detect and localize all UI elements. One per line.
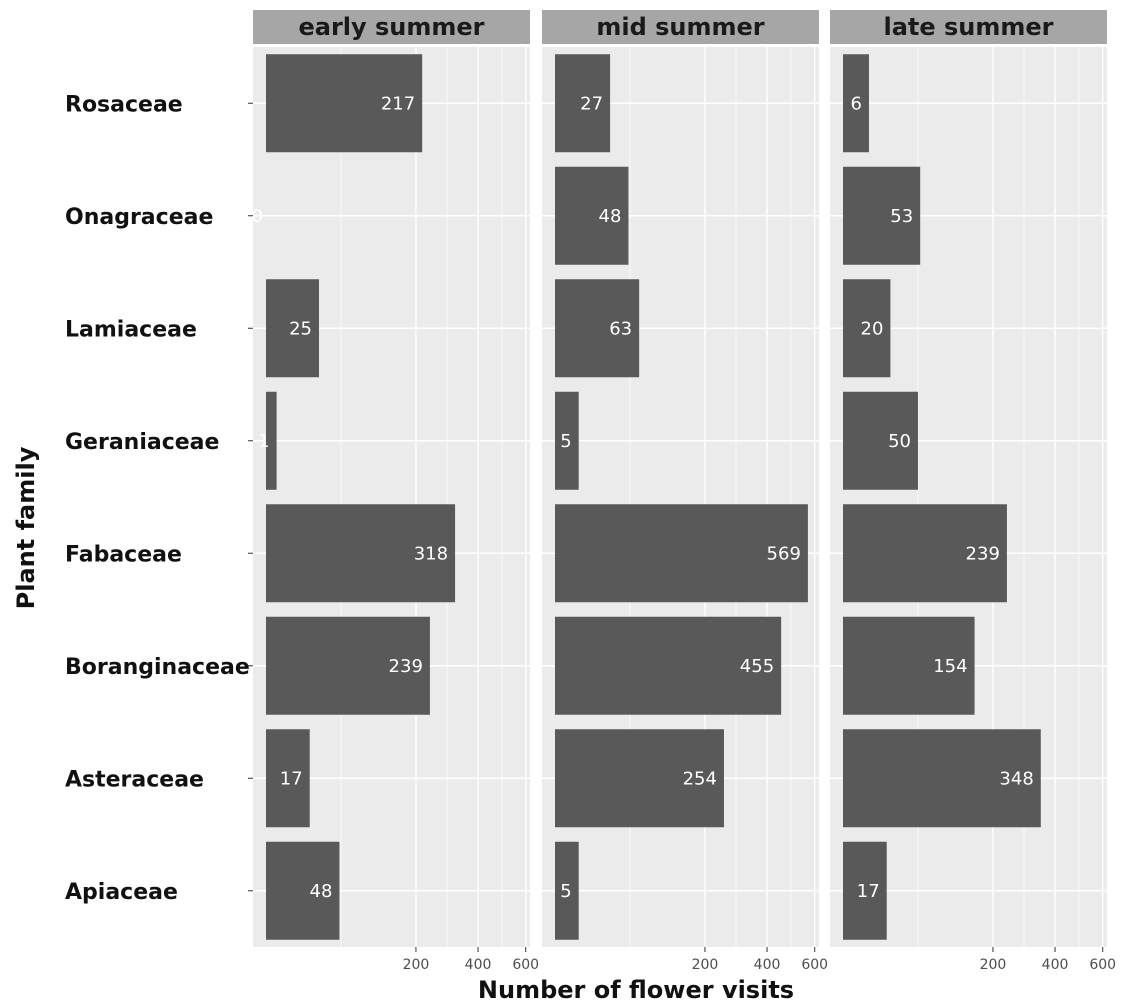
- bar-value-label: 254: [683, 768, 717, 789]
- facet-strip-label: early summer: [298, 13, 484, 41]
- bar: [843, 166, 921, 265]
- bar: [555, 166, 629, 265]
- bar-value-label: 569: [767, 543, 801, 564]
- facet-strip: [253, 10, 530, 44]
- bar-value-label: 154: [933, 656, 967, 677]
- bar-value-label: 217: [381, 93, 415, 114]
- category-label: Rosaceae: [65, 92, 183, 117]
- category-label: Geraniaceae: [65, 430, 219, 455]
- bar: [266, 616, 430, 715]
- bar: [266, 54, 423, 153]
- bar-value-label: 318: [414, 543, 448, 564]
- x-tick-label: 400: [754, 957, 781, 973]
- category-labels: Rosaceae Onagraceae Lamiaceae Geraniaceae Fa…: [65, 92, 253, 905]
- bar: [843, 391, 918, 490]
- bar: [843, 54, 869, 153]
- x-tick-label: 400: [1042, 957, 1069, 973]
- bar-value-label: 239: [966, 543, 1000, 564]
- bar: [843, 729, 1041, 828]
- x-tick-label: 400: [465, 957, 492, 973]
- bar-value-label: 53: [890, 206, 913, 227]
- bar: [843, 504, 1007, 603]
- x-tick-label: 600: [1089, 957, 1116, 973]
- bar-value-label: 17: [857, 881, 880, 902]
- category-label: Apiaceae: [65, 880, 178, 905]
- bar: [266, 391, 277, 490]
- y-axis-title: Plant family: [12, 446, 40, 609]
- x-tick-label: 200: [403, 957, 430, 973]
- facet-panel: early summer 217 0 25 1 318 239 17 48 200 400 600: [252, 10, 539, 973]
- bar: [266, 279, 320, 378]
- bar-value-label: 50: [888, 431, 911, 452]
- bar-value-label: 0: [252, 206, 263, 227]
- category-label: Lamiaceae: [65, 317, 197, 342]
- bar-value-label: 6: [851, 93, 862, 114]
- bar-value-label: 17: [280, 768, 303, 789]
- category-label: Asteraceae: [65, 767, 204, 792]
- facet-panel: late summer 6 53 20 50 239 154 348 17 200 400 600: [830, 10, 1116, 973]
- x-tick-label: 600: [801, 957, 828, 973]
- bar: [555, 54, 611, 153]
- bar-value-label: 20: [861, 318, 884, 339]
- bar-value-label: 5: [560, 431, 571, 452]
- bar: [555, 504, 808, 603]
- x-tick-label: 200: [980, 957, 1007, 973]
- bar-value-label: 5: [560, 881, 571, 902]
- bar: [266, 841, 340, 940]
- bar-value-label: 239: [389, 656, 423, 677]
- x-tick-label: 600: [512, 957, 539, 973]
- bar: [555, 729, 724, 828]
- bar-value-label: 455: [740, 656, 774, 677]
- bar: [266, 729, 310, 828]
- facet-strip-label: late summer: [883, 13, 1053, 41]
- bar: [843, 279, 891, 378]
- bar: [555, 841, 579, 940]
- facet-strip-label: mid summer: [596, 13, 764, 41]
- bar-value-label: 348: [999, 768, 1033, 789]
- bar: [843, 616, 975, 715]
- bar-value-label: 27: [580, 93, 603, 114]
- category-label: Fabaceae: [65, 542, 182, 567]
- category-label: Onagraceae: [65, 205, 213, 230]
- facet-panel: mid summer 27 48 63 5 569 455 254 5 200 400 600: [542, 10, 828, 973]
- bar-value-label: 48: [310, 881, 333, 902]
- x-tick-label: 200: [692, 957, 719, 973]
- facet-strip: [830, 10, 1107, 44]
- bar: [555, 616, 782, 715]
- bar: [555, 391, 579, 490]
- category-label: Boranginaceae: [65, 655, 250, 680]
- bar-value-label: 63: [609, 318, 632, 339]
- facet-strip: [542, 10, 819, 44]
- bar: [266, 504, 456, 603]
- bar: [843, 841, 887, 940]
- bar: [555, 279, 640, 378]
- bar-value-label: 1: [258, 431, 269, 452]
- bar-value-label: 48: [599, 206, 622, 227]
- bar-value-label: 25: [289, 318, 312, 339]
- x-axis-title: Number of flower visits: [478, 976, 794, 1003]
